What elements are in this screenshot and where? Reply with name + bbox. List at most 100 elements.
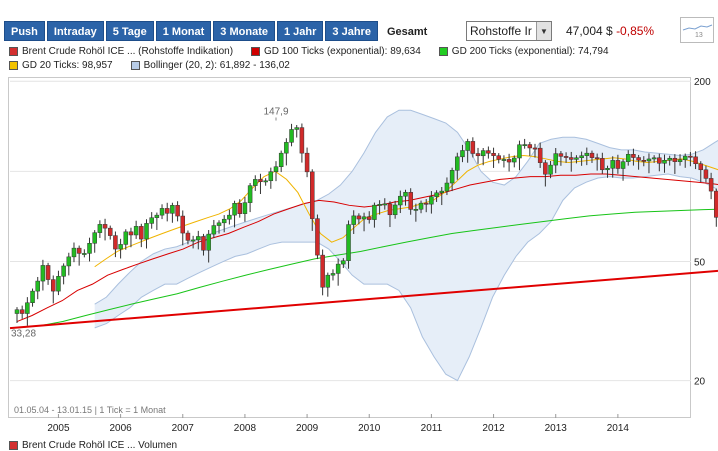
candle xyxy=(688,155,693,158)
candle xyxy=(341,260,346,265)
candle xyxy=(408,192,413,210)
chevron-down-icon[interactable]: ▼ xyxy=(536,22,551,40)
candle xyxy=(600,158,605,171)
candle xyxy=(512,157,517,163)
candle xyxy=(273,166,279,172)
candle xyxy=(698,163,704,171)
candle xyxy=(144,223,149,240)
gd100-line xyxy=(16,173,718,322)
candle xyxy=(444,182,450,192)
candle xyxy=(190,239,196,242)
candle xyxy=(196,236,201,241)
candle xyxy=(708,178,714,192)
legend-item[interactable]: GD 200 Ticks (exponential): 74,794 xyxy=(438,46,609,57)
x-tick-label: 2012 xyxy=(482,423,505,434)
volume-legend-label: Brent Crude Rohöl ICE ... Volumen xyxy=(22,440,178,451)
candle xyxy=(185,232,191,241)
candle xyxy=(558,153,564,157)
candle xyxy=(356,215,362,220)
candle xyxy=(398,195,403,206)
candle xyxy=(372,204,377,220)
candle xyxy=(221,218,227,224)
candle xyxy=(625,154,631,162)
legend-item[interactable]: GD 20 Ticks: 98,957 xyxy=(9,60,113,71)
candle xyxy=(97,224,103,233)
candle xyxy=(657,157,662,164)
mini-chart-icon xyxy=(682,24,713,31)
tab-intraday[interactable]: Intraday xyxy=(46,21,104,41)
candle xyxy=(247,185,253,203)
tab-3-monate[interactable]: 3 Monate xyxy=(213,21,275,41)
legend-swatch xyxy=(9,47,18,56)
tab-5-tage[interactable]: 5 Tage xyxy=(105,21,154,41)
candle xyxy=(170,205,175,214)
bollinger-band xyxy=(94,110,718,381)
tab-1-monat[interactable]: 1 Monat xyxy=(155,21,212,41)
legend-item[interactable]: Brent Crude Rohöl ICE ... (Rohstoffe Ind… xyxy=(9,46,233,57)
mini-chart-thumbnail[interactable]: 13 xyxy=(680,17,714,43)
candle xyxy=(289,129,294,143)
candle xyxy=(346,224,351,261)
candle xyxy=(677,159,683,162)
legend-row: Brent Crude Rohöl ICE ... (Rohstoffe Ind… xyxy=(9,46,627,57)
candle xyxy=(330,273,336,276)
candle xyxy=(449,170,455,184)
x-tick-label: 2011 xyxy=(421,423,443,434)
x-tick-label: 2007 xyxy=(172,423,195,434)
y-tick-label: 200 xyxy=(694,77,711,88)
candle xyxy=(423,202,429,205)
legend-label: Bollinger (20, 2): 61,892 - 136,02 xyxy=(143,60,290,71)
x-tick-label: 2006 xyxy=(109,423,132,434)
candle xyxy=(335,263,341,274)
candle xyxy=(460,150,465,158)
candle xyxy=(320,254,325,288)
candle xyxy=(107,227,113,236)
candle xyxy=(714,190,718,218)
candle xyxy=(615,160,621,169)
candle xyxy=(672,157,678,162)
candle xyxy=(66,256,72,267)
candle xyxy=(651,157,657,160)
candle xyxy=(439,190,445,194)
chart-area[interactable] xyxy=(8,77,691,418)
quote: 47,004 $ -0,85% xyxy=(566,24,654,38)
candle xyxy=(636,157,641,161)
bollinger-lower-line xyxy=(94,173,718,382)
instrument-select[interactable]: Rohstoffe Ir ▼ xyxy=(466,21,552,41)
candle xyxy=(82,253,87,255)
legend-item[interactable]: GD 100 Ticks (exponential): 89,634 xyxy=(251,46,421,57)
mini-chart-label: 13 xyxy=(695,32,703,39)
tab-1-jahr[interactable]: 1 Jahr xyxy=(276,21,324,41)
candle xyxy=(92,232,97,244)
legend-item[interactable]: Bollinger (20, 2): 61,892 - 136,02 xyxy=(130,60,290,71)
candle xyxy=(45,265,51,280)
x-tick-label: 2009 xyxy=(296,423,319,434)
candle xyxy=(299,127,305,154)
candle xyxy=(35,280,40,292)
candle xyxy=(242,202,248,214)
x-tick-label: 2010 xyxy=(358,423,381,434)
tab-3-jahre[interactable]: 3 Jahre xyxy=(325,21,378,41)
candle xyxy=(682,155,688,161)
x-tick-label: 2005 xyxy=(47,423,70,434)
tab-push[interactable]: Push xyxy=(4,21,45,41)
x-tick-label: 2013 xyxy=(545,423,568,434)
candle xyxy=(19,309,25,314)
tab-gesamt[interactable]: Gesamt xyxy=(379,21,435,41)
candle xyxy=(693,156,698,165)
candle xyxy=(211,225,217,235)
low-annotation: 33,28 xyxy=(11,328,36,339)
candle xyxy=(139,226,144,240)
candle xyxy=(123,231,129,245)
legend-row: GD 20 Ticks: 98,957 Bollinger (20, 2): 61… xyxy=(9,60,308,71)
candle xyxy=(366,216,372,220)
candle xyxy=(30,290,35,303)
candle xyxy=(574,157,579,160)
candle xyxy=(159,208,165,216)
candle xyxy=(667,157,672,161)
candle xyxy=(118,244,123,250)
candle xyxy=(268,171,274,182)
legend-swatch xyxy=(438,47,448,56)
candle xyxy=(56,276,61,292)
quote-price: 47,004 $ xyxy=(566,24,613,38)
